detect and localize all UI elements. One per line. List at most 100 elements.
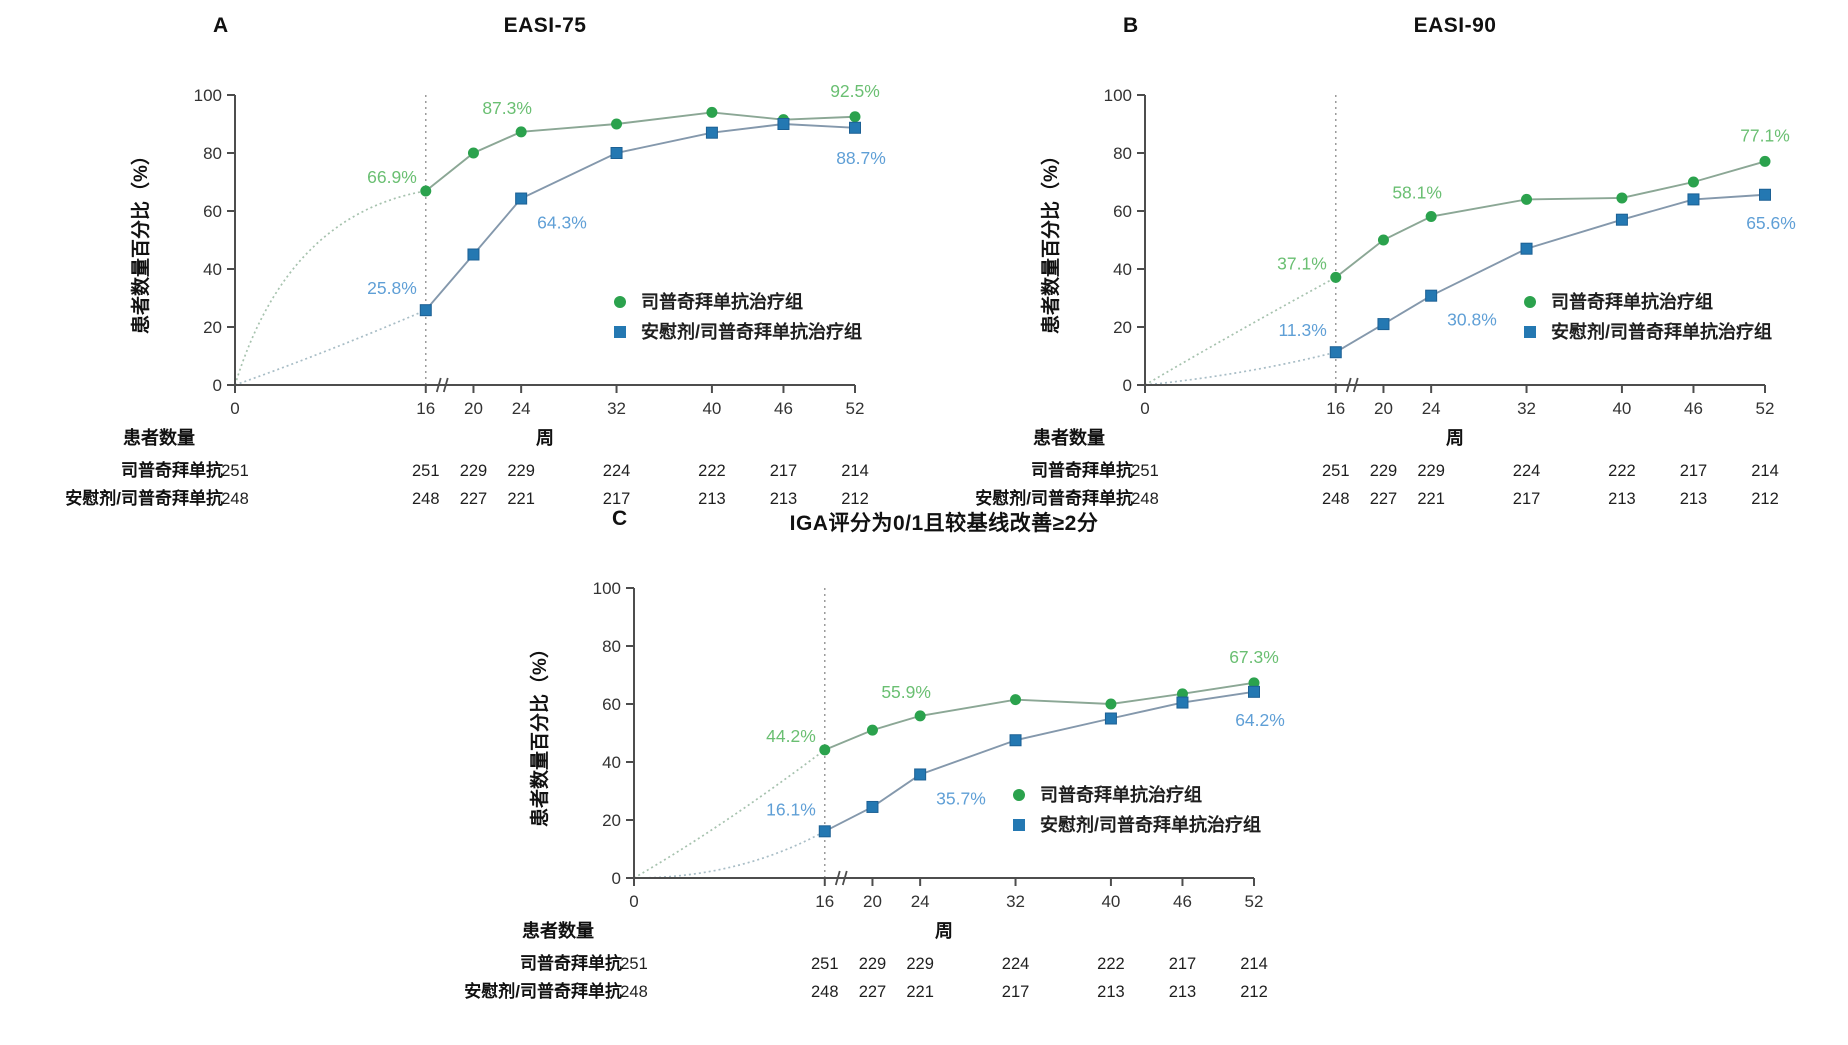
risk-table-value: 224 (1513, 462, 1541, 480)
axis-break-mark (1345, 377, 1352, 393)
data-point-square (1009, 734, 1022, 747)
y-tick-label: 40 (203, 260, 222, 279)
data-point-square (1425, 289, 1438, 302)
x-tick-label: 52 (1756, 399, 1775, 418)
risk-table-value: 213 (770, 490, 798, 508)
legend-circle-marker (1013, 789, 1025, 801)
y-tick-label: 40 (1113, 260, 1132, 279)
data-point-circle (1105, 698, 1117, 710)
data-point-square (1329, 346, 1342, 359)
data-point-circle (1616, 192, 1628, 204)
y-tick-label: 80 (602, 637, 621, 656)
y-tick-label: 80 (203, 144, 222, 163)
x-tick-label: 20 (1374, 399, 1393, 418)
panel-letter-a: A (213, 14, 229, 37)
data-point-circle (611, 118, 623, 130)
legend-circle-marker (1524, 296, 1536, 308)
series-line (824, 690, 1255, 833)
value-annotation: 67.3% (1229, 647, 1279, 667)
panel-title-iga: IGA评分为0/1且较基线改善≥2分 (789, 512, 1099, 535)
data-point-square (818, 825, 831, 838)
data-point-square (419, 304, 432, 317)
x-tick-label: 46 (774, 399, 793, 418)
data-point-square (610, 147, 623, 159)
value-annotation: 30.8% (1447, 310, 1497, 330)
y-tick-label: 0 (612, 869, 621, 888)
risk-table-value: 212 (1751, 490, 1779, 508)
value-annotation: 25.8% (367, 278, 417, 298)
risk-table-value: 248 (221, 490, 249, 508)
panel-title-easi75: EASI-75 (503, 14, 587, 37)
panel-easi90: B EASI-90 37.1% 58.1% 77.1% 11.3% 30.8% 65.6%… (945, 12, 1825, 524)
value-annotation: 16.1% (766, 799, 816, 819)
x-tick-label: 32 (1006, 892, 1025, 911)
risk-table-header: 患者数量 (522, 920, 594, 941)
value-annotation: 66.9% (367, 167, 417, 187)
x-tick-label: 0 (629, 892, 638, 911)
risk-table-value: 227 (1370, 490, 1398, 508)
axis-break-mark (435, 377, 442, 393)
x-tick-label: 20 (464, 399, 483, 418)
y-tick-label: 100 (1104, 86, 1132, 105)
risk-table-value: 221 (507, 490, 535, 508)
axis-break-mark (1352, 377, 1359, 393)
series-line (1335, 160, 1766, 279)
legend-square-marker (1013, 819, 1025, 831)
value-annotation: 77.1% (1740, 125, 1790, 145)
risk-table-value: 217 (603, 490, 631, 508)
value-annotation: 37.1% (1277, 253, 1327, 273)
dashed-baseline-curve (234, 309, 427, 386)
risk-table-value: 251 (1131, 462, 1159, 480)
data-point-circle (1425, 211, 1437, 223)
data-point-square (1615, 213, 1628, 226)
easi75-line-chart: 66.9% 87.3% 92.5% 25.8% 64.3% 88.7% 0 20 40 60 80 1… (65, 81, 886, 508)
risk-table-value: 222 (1097, 955, 1125, 973)
y-tick-label: 60 (602, 695, 621, 714)
legend-label: 安慰剂/司普奇拜单抗治疗组 (641, 321, 862, 342)
x-tick-label: 0 (230, 399, 239, 418)
panel-easi75: A EASI-75 66.9% 87.3% 92.5% 25.8% 64.3% 88.7%… (35, 12, 915, 524)
x-tick-label: 24 (1422, 399, 1441, 418)
data-point-square (515, 192, 528, 205)
x-tick-label: 0 (1140, 399, 1149, 418)
data-point-square (1176, 696, 1189, 709)
risk-table-value: 248 (1131, 490, 1159, 508)
risk-table-value: 248 (620, 983, 648, 1001)
legend-label: 安慰剂/司普奇拜单抗治疗组 (1040, 814, 1261, 835)
x-tick-label: 24 (512, 399, 531, 418)
y-tick-label: 40 (602, 753, 621, 772)
data-point-circle (1330, 271, 1342, 283)
data-point-square (1248, 685, 1260, 698)
risk-table-value: 224 (603, 462, 631, 480)
panel-title-easi90: EASI-90 (1413, 14, 1497, 37)
y-tick-label: 0 (1123, 376, 1132, 395)
data-point-square (849, 121, 861, 134)
risk-table-value: 248 (1322, 490, 1350, 508)
risk-table-value: 222 (698, 462, 726, 480)
legend-square-marker (1524, 326, 1536, 338)
risk-table-value: 213 (1169, 983, 1197, 1001)
easi90-line-chart: 37.1% 58.1% 77.1% 11.3% 30.8% 65.6% 0 20 40 60 80 1… (975, 86, 1796, 508)
data-point-square (866, 800, 879, 813)
dashed-baseline-curve (633, 749, 826, 879)
x-axis-label: 周 (935, 921, 953, 941)
x-tick-label: 52 (846, 399, 865, 418)
x-axis-label: 周 (536, 428, 554, 448)
axis-break-mark (442, 377, 449, 393)
risk-table-row-label: 司普奇拜单抗 (1031, 460, 1133, 480)
panel-easi75-header: A EASI-75 (35, 12, 915, 42)
y-tick-label: 100 (593, 579, 621, 598)
risk-table-value: 229 (507, 462, 535, 480)
risk-table-value: 224 (1002, 955, 1030, 973)
y-axis-label: 患者数量百分比（%） (129, 146, 152, 334)
x-tick-label: 32 (1517, 399, 1536, 418)
data-point-circle (1377, 234, 1389, 246)
value-annotation: 35.7% (936, 788, 986, 808)
risk-table-row-label: 安慰剂/司普奇拜单抗 (975, 488, 1133, 508)
data-point-circle (849, 111, 861, 123)
dashed-baseline-curve (633, 830, 826, 879)
panel-easi90-header: B EASI-90 (945, 12, 1825, 42)
y-tick-label: 20 (602, 811, 621, 830)
value-annotation: 92.5% (830, 81, 880, 101)
